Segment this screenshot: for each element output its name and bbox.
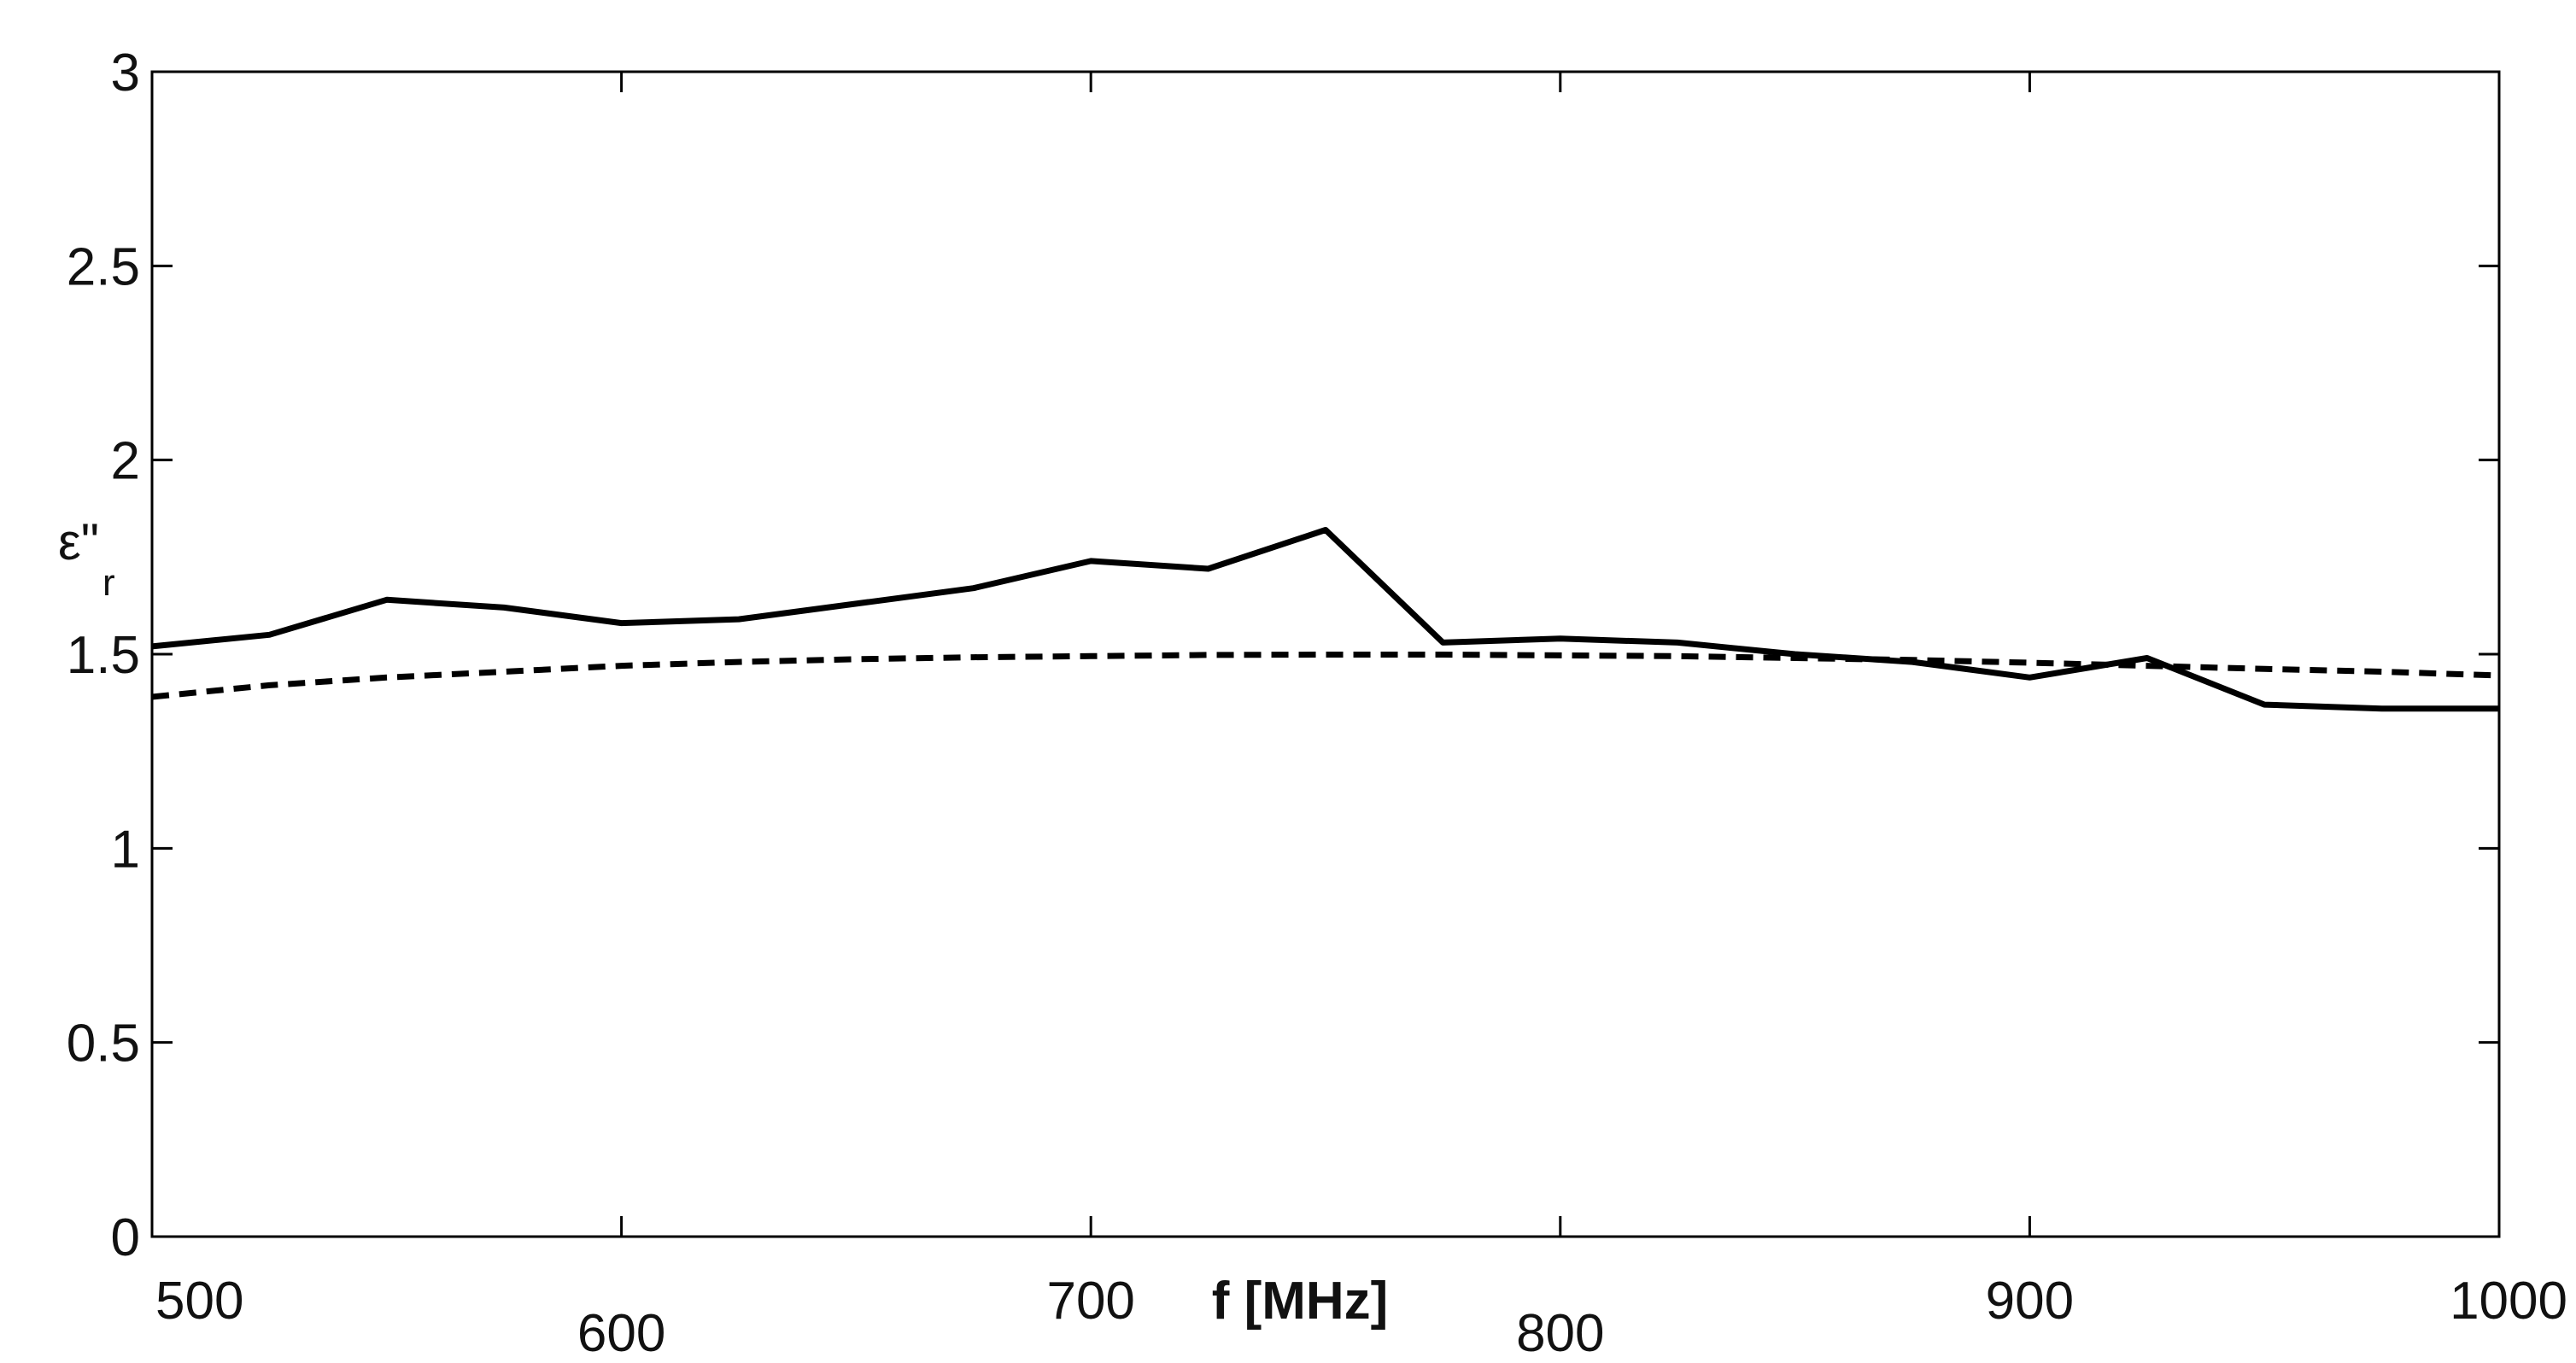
x-tick-label: 600 [577, 1304, 665, 1363]
y-tick-label: 2 [111, 432, 140, 491]
series-line-model [151, 652, 2500, 700]
x-axis-label: f [MHz] [1212, 1272, 1389, 1331]
x-tick-label: 800 [1516, 1304, 1604, 1363]
series-line-measured [151, 527, 2499, 712]
x-tick-label: 900 [1986, 1272, 2074, 1331]
x-axis: 500 600 700 800 900 1000 [150, 72, 2567, 1363]
x-tick-label: 500 [155, 1272, 243, 1331]
x-tick-label: 1000 [2450, 1272, 2567, 1331]
series-layer [151, 527, 2500, 712]
y-tick-label: 2.5 [67, 237, 140, 296]
y-axis-label: ε" r [58, 513, 115, 604]
y-axis-label-main: ε" [58, 513, 99, 570]
y-tick-label: 0.5 [67, 1015, 140, 1073]
y-axis: 0 0.5 1 1.5 2 2.5 3 [67, 44, 2499, 1267]
y-tick-label: 3 [111, 44, 140, 102]
y-axis-label-subscript: r [102, 562, 115, 604]
y-tick-label: 1 [111, 820, 140, 879]
y-tick-label: 0 [111, 1208, 140, 1267]
y-tick-label: 1.5 [67, 626, 140, 685]
x-tick-label: 700 [1046, 1272, 1134, 1331]
